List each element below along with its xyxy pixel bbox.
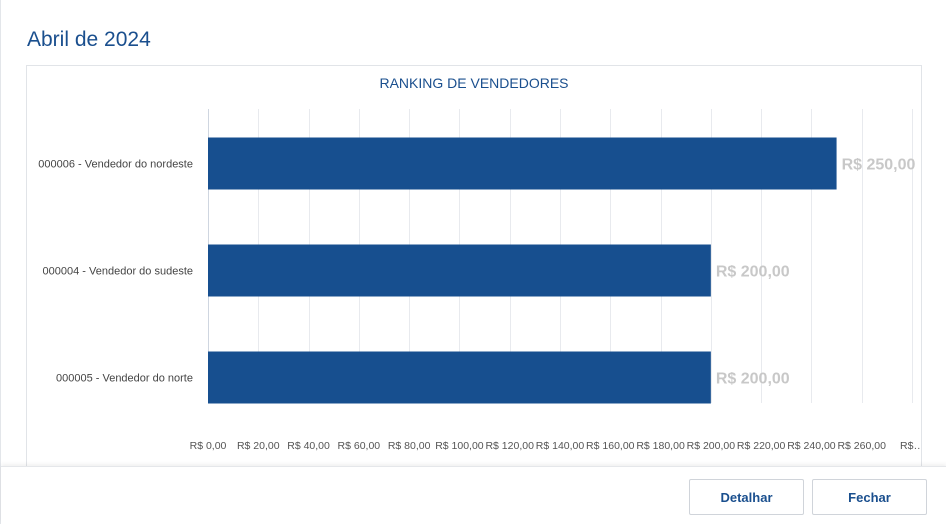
bar	[208, 351, 711, 404]
x-tick-label: R$ 260,00	[837, 440, 886, 452]
modal-footer: Detalhar Fechar	[1, 466, 946, 524]
ranking-bar-chart: R$ 0,00 R$ 20,00 R$ 40,00 R$ 60,00 R$ 80,00 R…	[38, 109, 921, 452]
x-tick-label: R$ 240,00	[787, 440, 836, 452]
bar	[208, 137, 837, 190]
x-tick-label: R$…	[900, 440, 921, 452]
x-tick-label: R$ 200,00	[687, 440, 736, 452]
bar-value-label: R$ 200,00	[716, 371, 790, 388]
bar	[208, 244, 711, 297]
bar-value-label: R$ 250,00	[842, 157, 916, 174]
x-tick-label: R$ 40,00	[287, 440, 330, 452]
x-tick-label: R$ 0,00	[190, 440, 227, 452]
x-tick-label: R$ 100,00	[435, 440, 484, 452]
x-tick-label: R$ 160,00	[586, 440, 635, 452]
x-tick-label: R$ 60,00	[338, 440, 381, 452]
x-tick-label: R$ 220,00	[737, 440, 786, 452]
chart-panel: RANKING DE VENDEDORES R$ 0,00 R$ 20,00 R$ …	[26, 65, 922, 466]
x-tick-label: R$ 80,00	[388, 440, 431, 452]
modal-title: Abril de 2024	[27, 28, 151, 51]
bar-value-label: R$ 200,00	[716, 264, 790, 281]
category-label: 000005 - Vendedor do norte	[56, 373, 193, 385]
x-tick-label: R$ 20,00	[237, 440, 280, 452]
close-button[interactable]: Fechar	[812, 479, 927, 515]
detail-button[interactable]: Detalhar	[689, 479, 804, 515]
x-tick-label: R$ 140,00	[536, 440, 585, 452]
x-tick-label: R$ 120,00	[485, 440, 534, 452]
chart-title: RANKING DE VENDEDORES	[379, 75, 569, 91]
category-label: 000006 - Vendedor do nordeste	[38, 159, 193, 171]
x-tick-label: R$ 180,00	[636, 440, 685, 452]
category-label: 000004 - Vendedor do sudeste	[43, 266, 193, 278]
